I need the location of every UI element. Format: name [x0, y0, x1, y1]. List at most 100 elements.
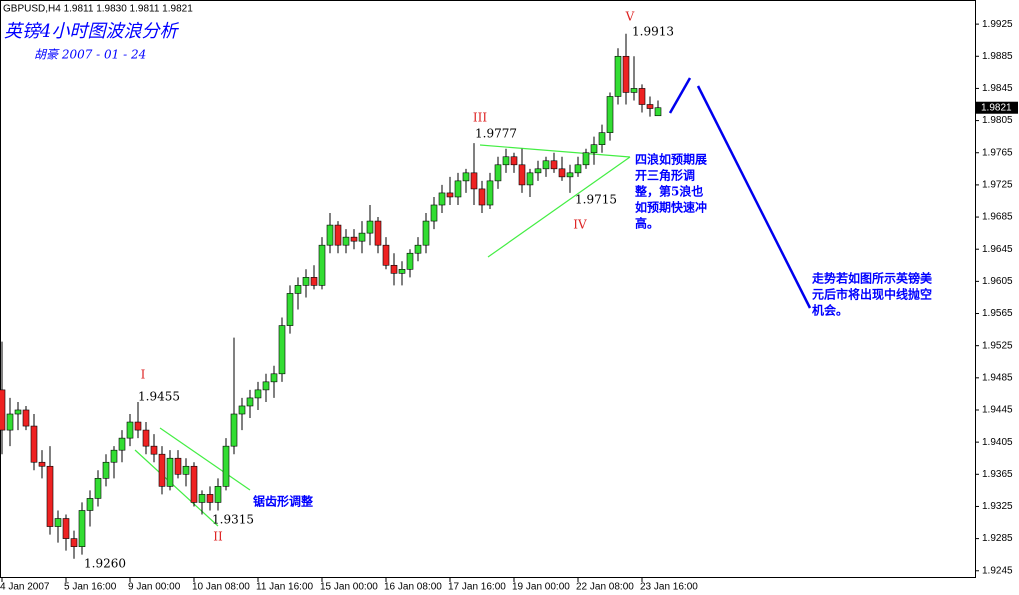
x-tick-label: 22 Jan 08:00	[576, 582, 634, 593]
note-text: 开三角形调	[635, 168, 695, 183]
price-label: 1.9455	[138, 390, 180, 404]
candle-body	[318, 244, 326, 286]
y-tick-label: 1.9285	[982, 533, 1013, 544]
x-tick-label: 5 Jan 16:00	[64, 582, 117, 593]
candle-body	[190, 465, 198, 503]
y-tick-label: 1.9245	[982, 565, 1013, 576]
candle-body	[446, 192, 454, 198]
note-text: 高。	[635, 216, 659, 231]
x-tick-label: 10 Jan 08:00	[192, 582, 250, 593]
candle-body	[14, 409, 22, 415]
candle-body	[78, 510, 86, 547]
candle-body	[62, 518, 70, 539]
y-tick-label: 1.9805	[982, 115, 1013, 126]
candle-body	[422, 220, 430, 246]
candle-body	[150, 445, 158, 455]
candle-body	[278, 325, 286, 375]
candle-body	[590, 144, 598, 154]
candle-body	[414, 244, 422, 254]
candle-body	[478, 188, 486, 206]
price-label: 1.9315	[212, 513, 254, 527]
candle-body	[606, 96, 614, 133]
candle-body	[374, 220, 382, 246]
candle-body	[582, 152, 590, 166]
x-tick-label: 15 Jan 00:00	[320, 582, 378, 593]
y-tick-label: 1.9445	[982, 405, 1013, 416]
candle-body	[86, 498, 94, 511]
candle-body	[174, 457, 182, 475]
x-tick-label: 19 Jan 00:00	[512, 582, 570, 593]
y-tick-label: 1.9565	[982, 308, 1013, 319]
candle-body	[262, 381, 270, 391]
candle-body	[158, 453, 166, 487]
note-text: 整，第5浪也	[634, 184, 703, 199]
y-tick-label: 1.9845	[982, 83, 1013, 94]
candle-body	[454, 180, 462, 198]
wave-label: IV	[573, 218, 587, 232]
candle-body	[574, 164, 582, 174]
candle-body	[534, 168, 542, 174]
candle-body	[230, 413, 238, 447]
x-tick-label: 16 Jan 08:00	[384, 582, 442, 593]
candle-body	[350, 236, 358, 242]
candle-body	[270, 373, 278, 383]
candle-body	[342, 236, 350, 246]
y-tick-label: 1.9525	[982, 340, 1013, 351]
candle-body	[70, 538, 78, 547]
note-text: 四浪如预期展	[635, 152, 707, 167]
candle-body	[214, 486, 222, 503]
candle-body	[598, 132, 606, 146]
candle-body	[102, 461, 110, 479]
candle-body	[22, 409, 30, 427]
candle-body	[166, 457, 174, 487]
candle-body	[302, 277, 310, 286]
price-label: 1.9260	[84, 557, 126, 571]
forecast-arrow	[668, 77, 812, 309]
x-tick-label: 17 Jan 16:00	[448, 582, 506, 593]
candle-body	[390, 264, 398, 274]
candle-body	[46, 465, 54, 527]
wave-label: I	[141, 368, 146, 382]
trend-lines	[134, 144, 631, 527]
candle-body	[654, 107, 662, 117]
note-text: 元后市将出现中线抛空	[812, 287, 932, 302]
candle-body	[126, 421, 134, 439]
candle-body	[0, 389, 6, 431]
wave-label: III	[473, 111, 487, 125]
chart-title: 英镑4小时图波浪分析	[4, 21, 179, 42]
candle-body	[558, 168, 566, 178]
candle-body	[206, 494, 214, 503]
y-tick-label: 1.9925	[982, 19, 1013, 30]
wave-label: V	[625, 10, 635, 24]
candle-body	[550, 160, 558, 170]
note-text: 机会。	[812, 303, 848, 318]
y-tick-label: 1.9645	[982, 244, 1013, 255]
candle-body	[142, 429, 150, 447]
y-tick-label: 1.9405	[982, 437, 1013, 448]
x-tick-label: 23 Jan 16:00	[640, 582, 698, 593]
y-tick-label: 1.9725	[982, 180, 1013, 191]
candle-body	[326, 224, 334, 246]
candle-body	[462, 172, 470, 182]
candle-body	[486, 180, 494, 206]
current-price-box	[976, 101, 1018, 114]
price-label: 1.9913	[632, 25, 674, 39]
candle-body	[542, 160, 550, 170]
y-tick-label: 1.9485	[982, 372, 1013, 383]
candle-body	[510, 156, 518, 166]
candle-body	[566, 172, 574, 178]
candle-body	[494, 164, 502, 182]
y-tick-label: 1.9365	[982, 469, 1013, 480]
candle-body	[222, 445, 230, 487]
candle-body	[294, 285, 302, 294]
candle-body	[638, 88, 646, 105]
candle-body	[438, 192, 446, 206]
candle-body	[30, 425, 38, 463]
candle-body	[614, 55, 622, 97]
y-tick-label: 1.9325	[982, 501, 1013, 512]
candle-body	[6, 413, 14, 431]
candle-body	[622, 55, 630, 93]
wave-label: II	[213, 530, 223, 544]
candle-body	[406, 252, 414, 270]
candle-body	[118, 437, 126, 451]
